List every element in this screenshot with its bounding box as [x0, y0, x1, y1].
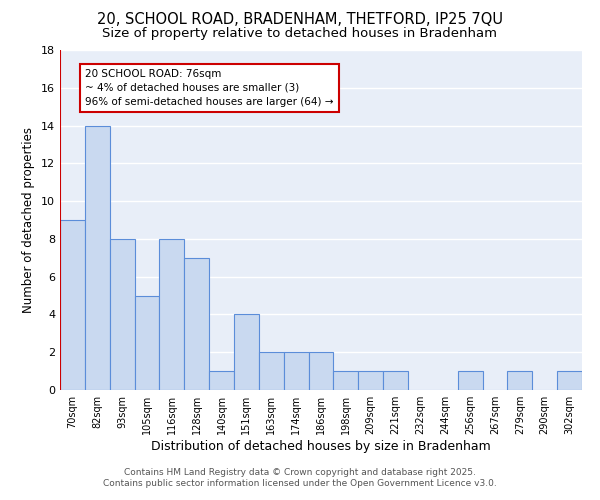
Bar	[134, 296, 160, 390]
Bar	[259, 352, 284, 390]
Bar	[334, 371, 358, 390]
Bar	[110, 239, 134, 390]
Bar	[508, 371, 532, 390]
Bar	[358, 371, 383, 390]
Bar	[234, 314, 259, 390]
Text: 20, SCHOOL ROAD, BRADENHAM, THETFORD, IP25 7QU: 20, SCHOOL ROAD, BRADENHAM, THETFORD, IP…	[97, 12, 503, 28]
Bar	[184, 258, 209, 390]
Text: Size of property relative to detached houses in Bradenham: Size of property relative to detached ho…	[103, 28, 497, 40]
Bar	[60, 220, 85, 390]
Text: Contains HM Land Registry data © Crown copyright and database right 2025.
Contai: Contains HM Land Registry data © Crown c…	[103, 468, 497, 487]
Bar	[209, 371, 234, 390]
Y-axis label: Number of detached properties: Number of detached properties	[22, 127, 35, 313]
Text: 20 SCHOOL ROAD: 76sqm
~ 4% of detached houses are smaller (3)
96% of semi-detach: 20 SCHOOL ROAD: 76sqm ~ 4% of detached h…	[85, 69, 334, 107]
Bar	[557, 371, 582, 390]
Bar	[383, 371, 408, 390]
Bar	[284, 352, 308, 390]
Bar	[160, 239, 184, 390]
Bar	[85, 126, 110, 390]
X-axis label: Distribution of detached houses by size in Bradenham: Distribution of detached houses by size …	[151, 440, 491, 453]
Bar	[458, 371, 482, 390]
Bar	[308, 352, 334, 390]
